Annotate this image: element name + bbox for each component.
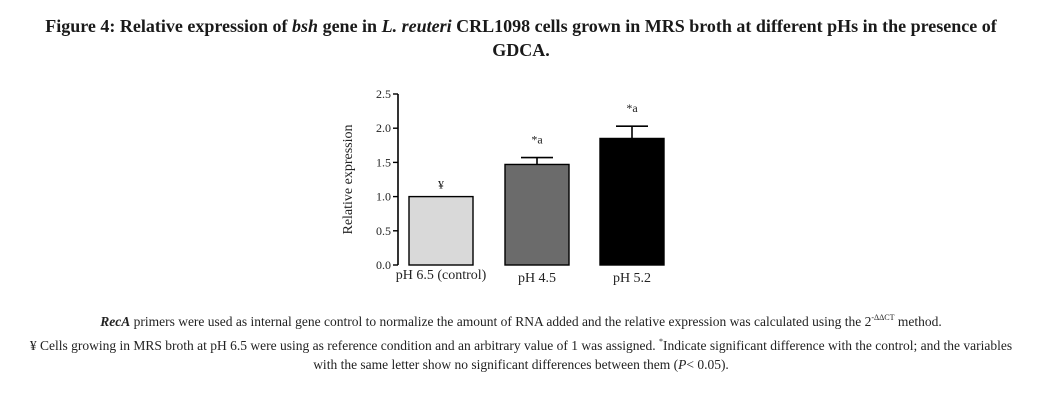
note-text: method. <box>894 314 942 329</box>
title-part: CRL1098 cells grown in MRS broth at diff… <box>451 16 997 60</box>
note-star: * <box>658 337 663 346</box>
y-tick-label: 2.5 <box>376 87 391 101</box>
plot-area: 0.0 0.5 1.0 1.5 2.0 2.5 Relative expression ¥ pH… <box>341 87 665 286</box>
figure-label: Figure 4: <box>45 16 116 36</box>
title-part: bsh <box>292 16 319 36</box>
note-symbol: ¥ <box>29 338 37 353</box>
x-category-label: pH 5.2 <box>613 271 651 286</box>
y-tick-label: 0.0 <box>376 258 391 272</box>
y-tick-label: 1.0 <box>376 190 391 204</box>
note-text: primers were used as internal gene contr… <box>130 314 872 329</box>
bar <box>504 163 570 266</box>
title-part: Relative expression of <box>119 16 293 36</box>
note-text: < 0.05). <box>686 357 729 372</box>
bar <box>408 195 474 266</box>
gene-name: RecA <box>100 314 131 329</box>
note-superscript: -ΔΔCT <box>871 313 895 322</box>
note-text: Indicate significant difference with the… <box>313 338 1013 372</box>
y-tick-label: 0.5 <box>376 224 391 238</box>
y-tick-label: 1.5 <box>376 155 391 169</box>
note-line-2: ¥ Cells growing in MRS broth at pH 6.5 w… <box>20 336 1022 374</box>
significance-annotation: ¥ <box>438 178 444 192</box>
note-text: Cells growing in MRS broth at pH 6.5 wer… <box>36 338 659 353</box>
bar <box>599 137 665 266</box>
note-line-1: RecA primers were used as internal gene … <box>20 312 1022 331</box>
figure-notes: RecA primers were used as internal gene … <box>20 312 1022 379</box>
title-part: L. reuteri <box>381 16 452 36</box>
y-tick-label: 2.0 <box>376 121 391 135</box>
p-value-symbol: P <box>678 357 687 372</box>
x-category-label: pH 6.5 (control) <box>396 268 487 283</box>
figure-caption-title: Figure 4: Relative expression of bsh gen… <box>20 14 1022 62</box>
significance-annotation: *a <box>626 101 638 115</box>
y-axis-label: Relative expression <box>341 124 356 234</box>
bar-chart: 0.0 0.5 1.0 1.5 2.0 2.5 Relative expression ¥ pH… <box>341 87 665 286</box>
x-category-label: pH 4.5 <box>518 271 556 286</box>
title-part: gene in <box>318 16 382 36</box>
significance-annotation: *a <box>531 133 543 147</box>
